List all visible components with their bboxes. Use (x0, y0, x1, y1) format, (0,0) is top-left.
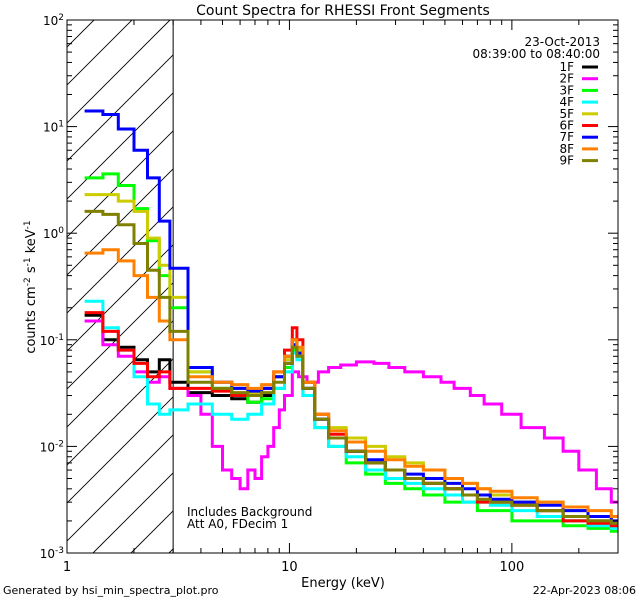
footer-timestamp: 22-Apr-2023 08:06 (533, 584, 636, 597)
annotation-attenuator: Att A0, FDecim 1 (187, 517, 288, 531)
series-line-1F (84, 313, 618, 528)
series-line-7F (84, 109, 618, 523)
series-line-2F (84, 319, 618, 504)
hatch-line (0, 20, 18, 553)
x-axis-label: Energy (keV) (301, 576, 385, 591)
axis-ticks (66, 19, 619, 554)
series-line-9F (84, 209, 618, 525)
background-hatch-region (0, 20, 640, 553)
hatch-line (67, 20, 171, 124)
hatch-line (245, 20, 640, 553)
legend-label-2F: 2F (559, 72, 574, 86)
hatch-line (67, 20, 95, 48)
hatch-line (67, 130, 174, 238)
plot-frame (66, 19, 619, 554)
series-line-4F (84, 299, 618, 530)
hatch-line (67, 168, 174, 276)
legend-label-6F: 6F (559, 119, 574, 133)
y-tick-label-1e2: 102 (43, 13, 64, 28)
legend-label-1F: 1F (559, 60, 574, 74)
hatch-line (67, 434, 174, 542)
hatch-line (435, 20, 640, 553)
y-tick-label-1e1: 101 (43, 120, 64, 135)
series-line-6F (84, 311, 618, 528)
annotation-background: Includes Background (187, 505, 312, 519)
hatch-line (67, 20, 133, 86)
series-group (84, 109, 618, 533)
legend-label-3F: 3F (559, 83, 574, 97)
hatch-line (283, 20, 640, 553)
hatch-line (67, 320, 174, 428)
chart-date: 23-Oct-2013 (524, 35, 600, 49)
series-line-5F (84, 193, 618, 523)
y-tick-label-1e-2: 10-2 (40, 439, 64, 454)
footer-generator: Generated by hsi_min_spectra_plot.pro (3, 584, 219, 597)
x-tick-label-10: 10 (281, 560, 298, 575)
hatch-line (67, 206, 174, 314)
y-tick-labels: 10-3 10-2 10-1 100 101 102 (40, 13, 65, 561)
y-axis-label: counts cm-2 s-1 keV-1 (23, 220, 39, 353)
hatch-line (67, 92, 174, 200)
legend-label-5F: 5F (559, 107, 574, 121)
series-line-8F (84, 248, 618, 518)
y-tick-label-1e-1: 10-1 (40, 333, 64, 348)
series-line-3F (84, 172, 618, 533)
legend-label-7F: 7F (559, 130, 574, 144)
hatch-line (67, 358, 174, 466)
hatch-line (625, 20, 640, 553)
hatch-line (67, 244, 174, 352)
x-tick-label-100: 100 (499, 560, 524, 575)
chart-time-range: 08:39:00 to 08:40:00 (473, 47, 600, 61)
chart-title: Count Spectra for RHESSI Front Segments (196, 3, 490, 19)
legend-label-9F: 9F (559, 154, 574, 168)
x-tick-label-1: 1 (63, 560, 71, 575)
y-tick-label-1e-3: 10-3 (40, 546, 64, 561)
x-tick-labels: 1 10 100 (63, 560, 524, 575)
hatch-line (397, 20, 640, 553)
y-tick-label-1e0: 100 (43, 226, 64, 241)
legend-label-8F: 8F (559, 142, 574, 156)
hatch-line (67, 54, 174, 162)
hatch-line (473, 20, 640, 553)
hatch-line (67, 396, 174, 504)
legend-label-4F: 4F (559, 95, 574, 109)
hatch-line (511, 20, 640, 553)
